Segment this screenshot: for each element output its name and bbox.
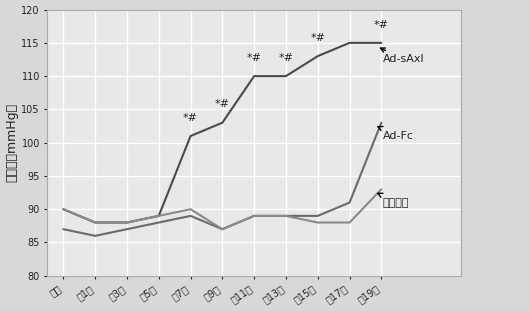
- Text: *#: *#: [278, 53, 294, 63]
- Text: Ad-Fc: Ad-Fc: [378, 127, 414, 141]
- Text: *#: *#: [310, 33, 325, 43]
- Text: *#: *#: [215, 100, 230, 109]
- Text: Ad-sAxl: Ad-sAxl: [381, 48, 425, 64]
- Text: *#: *#: [183, 113, 198, 123]
- Text: *#: *#: [374, 20, 389, 30]
- Text: 生理盐水: 生理盐水: [378, 193, 410, 207]
- Text: *#: *#: [246, 53, 262, 63]
- Y-axis label: 舒张压（mmHg）: 舒张压（mmHg）: [5, 103, 19, 182]
